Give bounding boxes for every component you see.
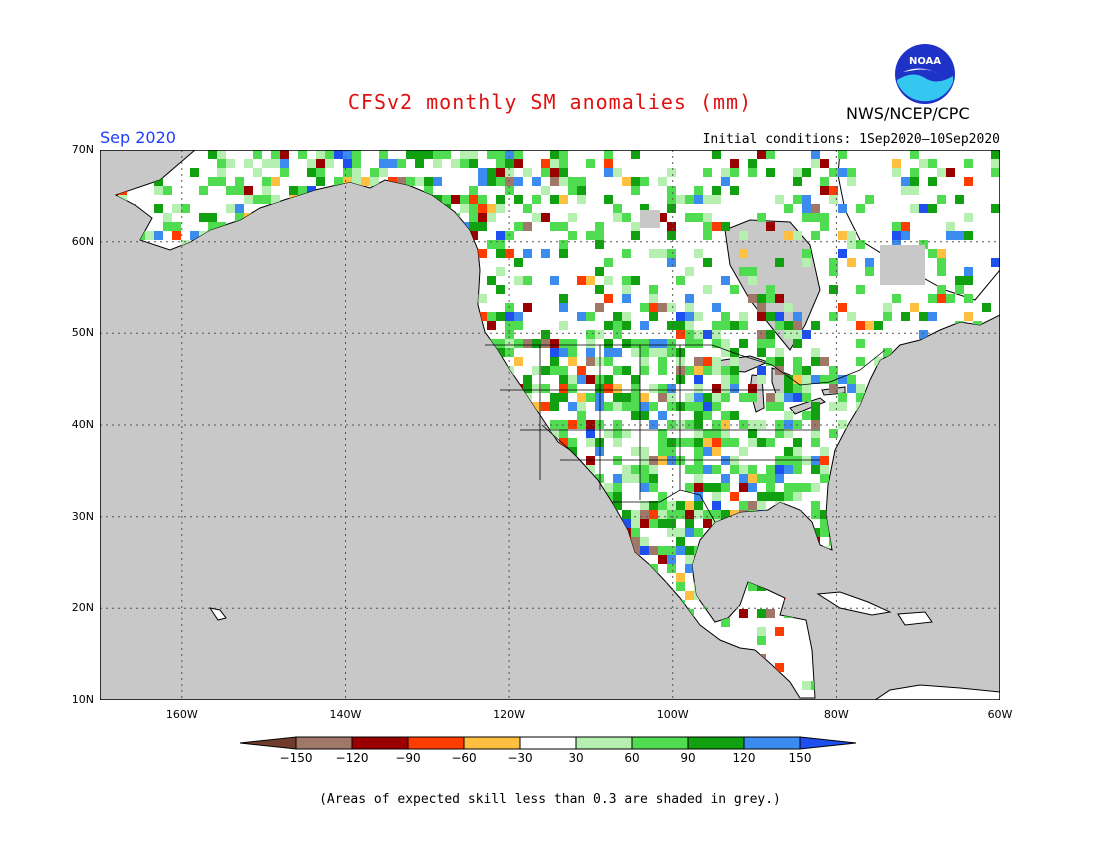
colorbar-segment: [575, 736, 633, 750]
lon-label: 160W: [165, 708, 198, 721]
south-america-landmass: [874, 684, 1000, 700]
colorbar-segment: [631, 736, 689, 750]
colorbar-segment: [687, 736, 745, 750]
hawaii-landmass: [208, 607, 227, 621]
lat-label: 60N: [71, 234, 94, 248]
colorbar-tick-label: −150: [279, 751, 313, 765]
lon-label: 140W: [329, 708, 362, 721]
colorbar-tick-label: 90: [680, 751, 696, 765]
chart-title: CFSv2 monthly SM anomalies (mm): [347, 90, 753, 114]
colorbar-tick-label: 60: [624, 751, 640, 765]
colorbar-tick-label: 150: [788, 751, 812, 765]
noaa-logo-text: NOAA: [909, 56, 941, 67]
lat-label: 50N: [71, 326, 94, 340]
anomaly-map: [100, 150, 1000, 700]
lon-label: 100W: [656, 708, 689, 721]
lon-label: 60W: [987, 708, 1013, 721]
gridlines: [100, 150, 1000, 700]
colorbar-segment: [295, 736, 353, 750]
colorbar-segment: [463, 736, 521, 750]
political-borders: [485, 344, 886, 523]
colorbar-tick-label: −60: [451, 751, 477, 765]
footer-note: (Areas of expected skill less than 0.3 a…: [319, 792, 781, 807]
hispaniola-landmass: [897, 611, 933, 626]
colorbar-min-arrow: [240, 736, 297, 750]
colorbar-segment: [519, 736, 577, 750]
lon-label: 120W: [493, 708, 526, 721]
forecast-month: Sep 2020: [100, 128, 176, 147]
colorbar-tick-label: −30: [507, 751, 533, 765]
colorbar-segment: [743, 736, 801, 750]
lon-label: 80W: [823, 708, 849, 721]
colorbar: [240, 736, 857, 750]
lat-label: 30N: [71, 509, 94, 523]
colorbar-tick-label: −120: [335, 751, 369, 765]
lat-label: 10N: [71, 693, 94, 706]
colorbar-segment: [351, 736, 409, 750]
lat-label: 40N: [71, 418, 94, 431]
low-skill-shading: [118, 210, 925, 285]
colorbar-tick-label: 120: [732, 751, 756, 765]
noaa-logo-icon: NOAA: [895, 44, 955, 104]
organization-label: NWS/NCEP/CPC: [846, 104, 970, 123]
lat-label: 70N: [71, 143, 94, 156]
lat-label: 20N: [71, 601, 94, 615]
initial-conditions: Initial conditions: 1Sep2020–10Sep2020: [702, 132, 1000, 147]
colorbar-tick-label: −90: [395, 751, 421, 765]
colorbar-max-arrow: [799, 736, 857, 750]
colorbar-tick-label: 30: [568, 751, 584, 765]
colorbar-segment: [407, 736, 465, 750]
